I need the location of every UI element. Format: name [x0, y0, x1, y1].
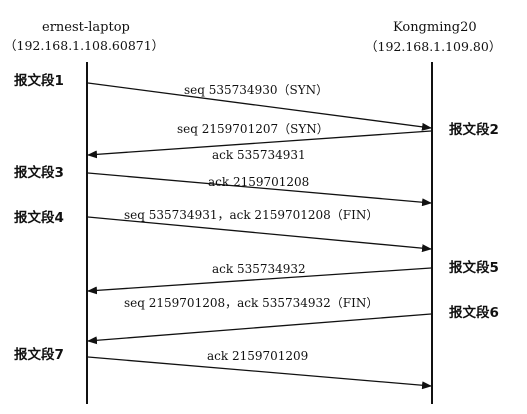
message-1: seq 535734930（SYN） — [184, 83, 329, 97]
message-7: ack 2159701209 — [207, 349, 309, 363]
segment-label-2: 报文段2 — [449, 122, 499, 138]
right-host-address: （192.168.1.109.80） — [365, 39, 502, 54]
arrow-segment-2 — [87, 130, 432, 159]
segment-label-3: 报文段3 — [14, 165, 64, 181]
message-5: ack 535734932 — [212, 262, 306, 276]
message-2-seq: seq 2159701207（SYN） — [177, 122, 329, 136]
segment-label-1: 报文段1 — [14, 73, 64, 89]
segment-label-5: 报文段5 — [449, 260, 499, 276]
arrow-segment-5 — [87, 267, 432, 295]
message-3: ack 2159701208 — [208, 175, 310, 189]
segment-label-6: 报文段6 — [449, 305, 499, 321]
right-host-name: Kongming20 — [393, 20, 477, 35]
left-host-name: ernest-laptop — [42, 20, 130, 35]
message-4: seq 535734931，ack 2159701208（FIN） — [124, 208, 379, 222]
arrow-segment-6 — [87, 313, 432, 345]
left-host-address: （192.168.1.108.60871） — [4, 38, 165, 53]
arrow-segment-3 — [87, 172, 432, 207]
arrow-segment-4 — [87, 216, 432, 253]
segment-label-7: 报文段7 — [14, 347, 64, 363]
arrow-segment-7 — [87, 356, 432, 390]
message-6: seq 2159701208，ack 535734932（FIN） — [124, 296, 379, 310]
segment-label-4: 报文段4 — [14, 210, 64, 226]
message-2-ack: ack 535734931 — [212, 148, 306, 162]
arrow-segment-1 — [87, 82, 432, 131]
